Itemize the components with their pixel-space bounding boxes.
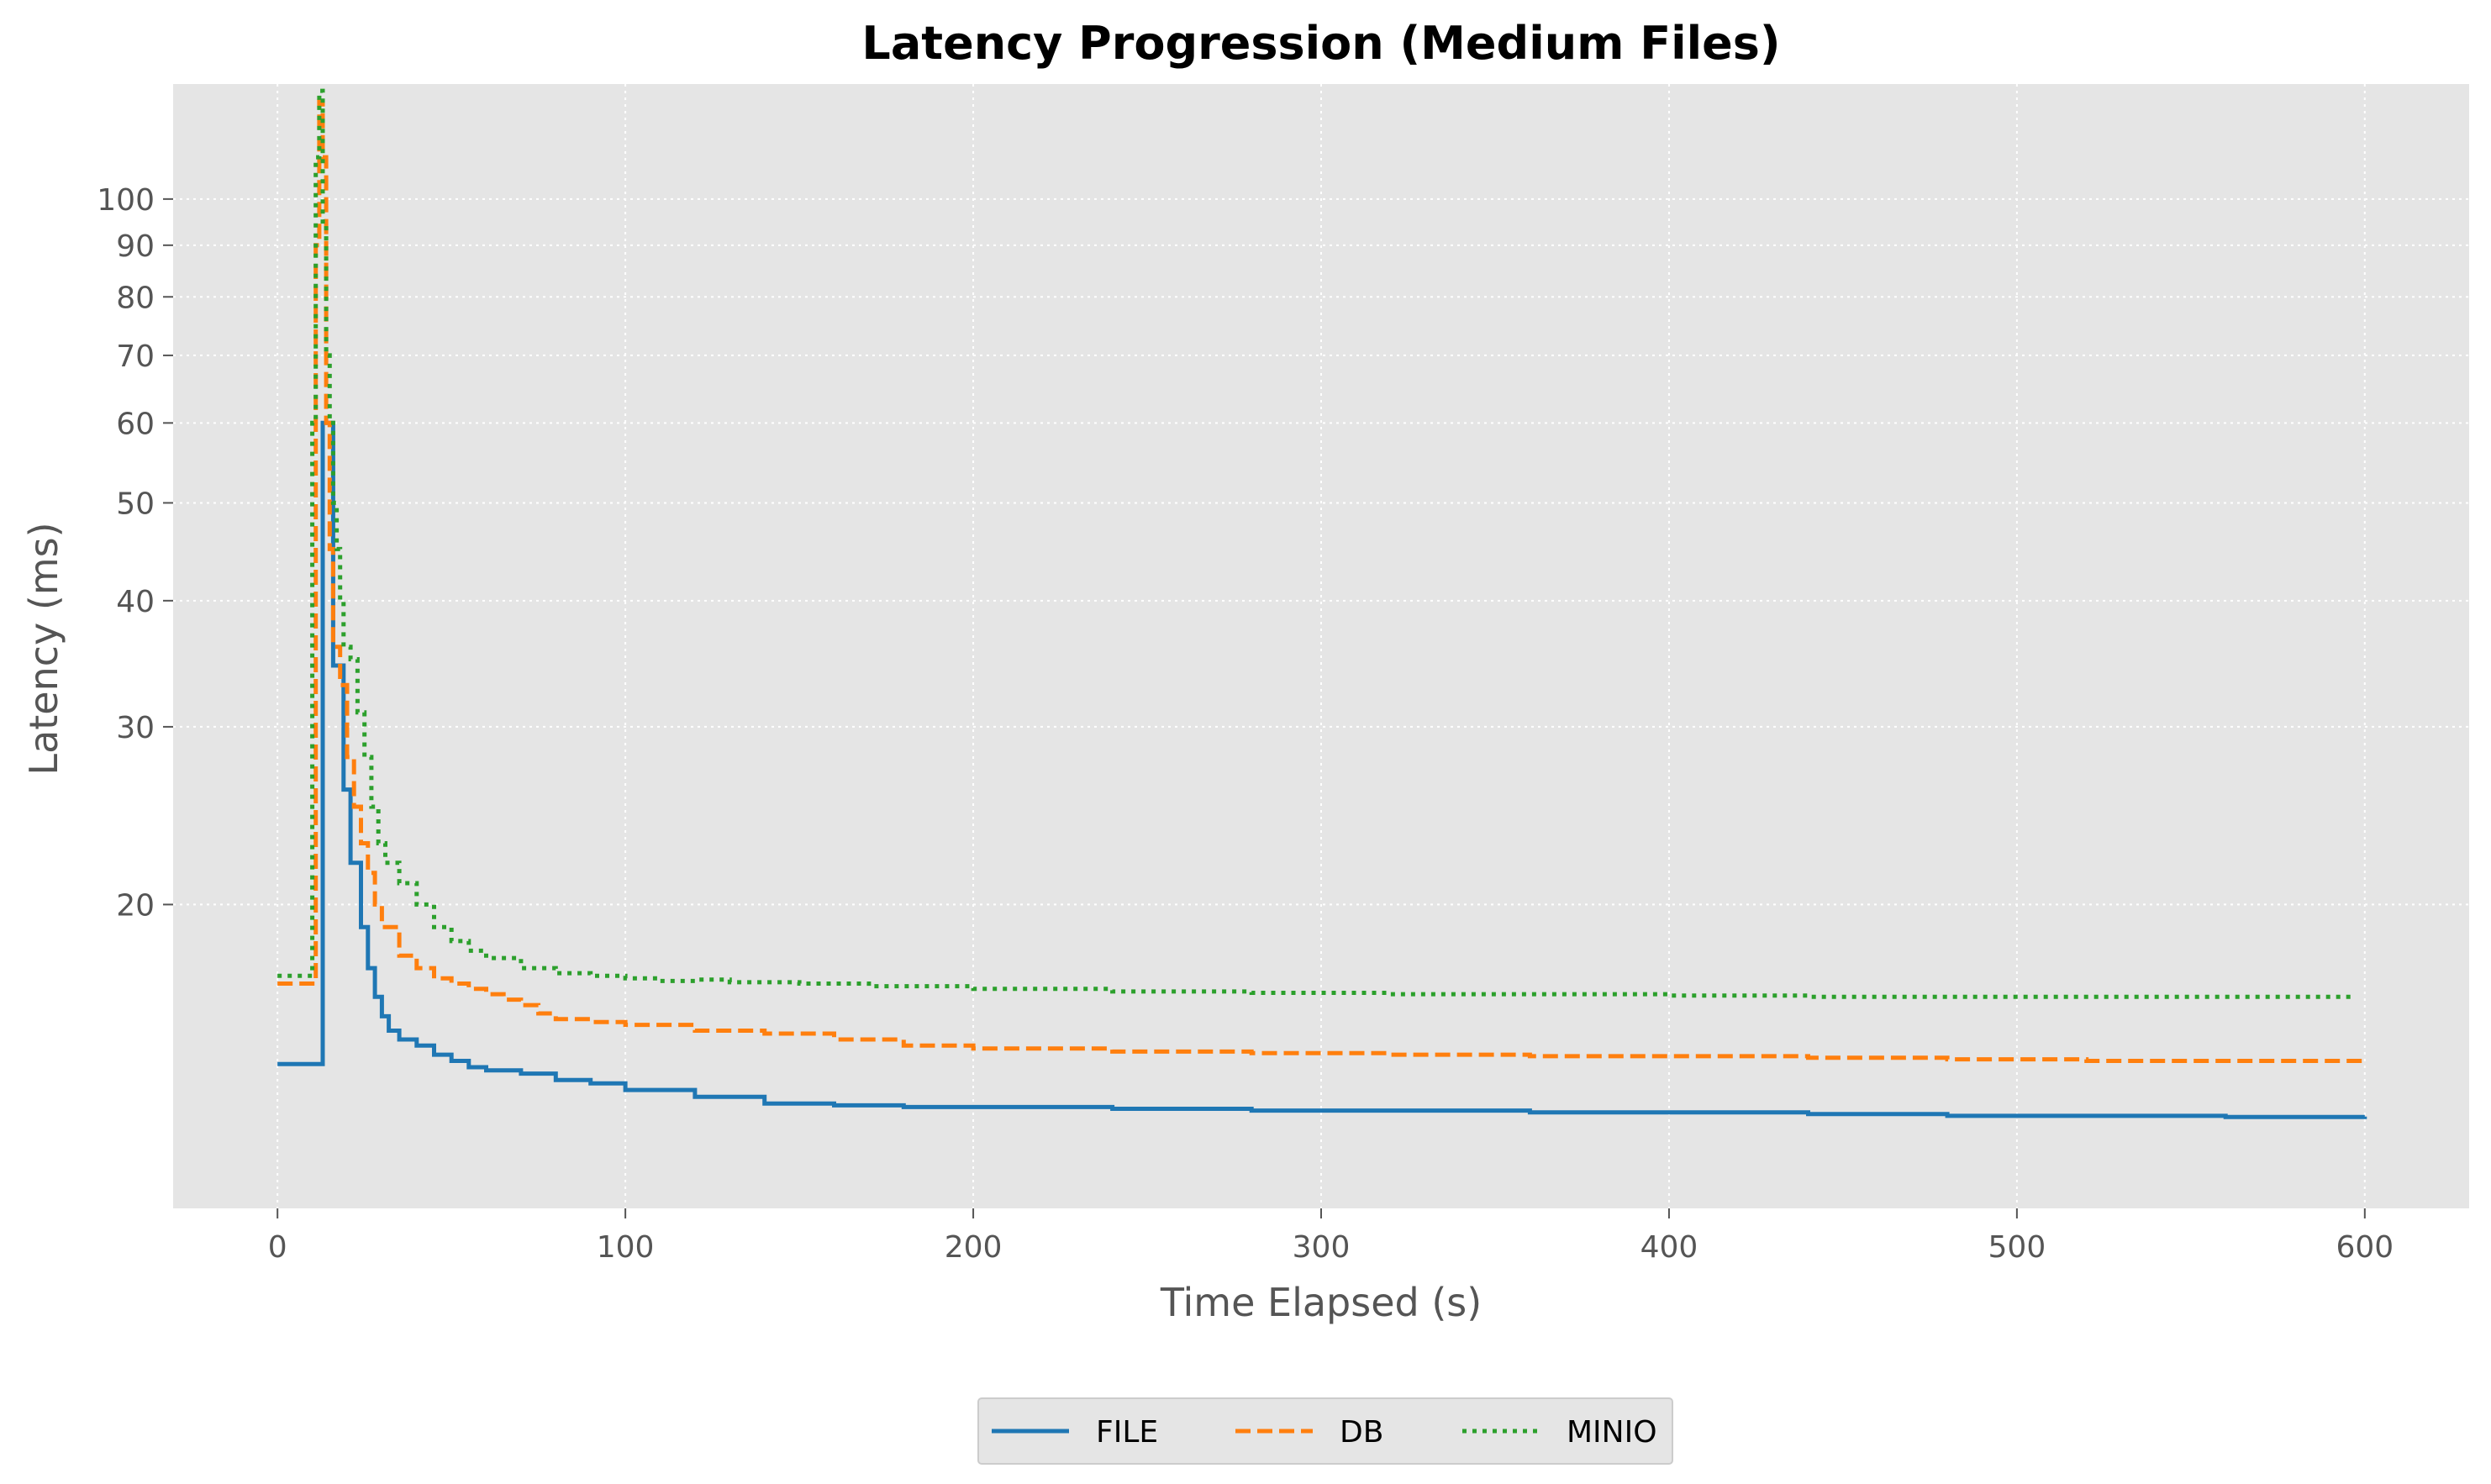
y-tick-label: 100 (97, 183, 155, 218)
x-tick-label: 600 (2336, 1230, 2394, 1265)
legend-label-file: FILE (1096, 1415, 1158, 1450)
y-tick-label: 40 (116, 585, 155, 619)
x-tick-label: 500 (1988, 1230, 2046, 1265)
y-tick-label: 50 (116, 487, 155, 521)
series-line-minio (277, 88, 2355, 999)
x-tick-label: 200 (945, 1230, 1003, 1265)
y-tick-label: 90 (116, 229, 155, 264)
y-tick-label: 70 (116, 339, 155, 374)
x-tick-label: 0 (268, 1230, 287, 1265)
axes: 0 100 200 300 400 500 600 20 30 40 50 60 70 80 90 100 (97, 183, 2394, 1265)
y-axis-label: Latency (ms) (21, 522, 66, 775)
chart-title: Latency Progression (Medium Files) (861, 17, 1780, 70)
series-lines (277, 88, 2367, 1119)
legend-box (977, 1397, 1673, 1465)
y-tick-label: 80 (116, 281, 155, 315)
legend-label-minio: MINIO (1567, 1415, 1657, 1450)
y-tick-label: 60 (116, 407, 155, 441)
legend-label-db: DB (1340, 1415, 1383, 1450)
series-line-db (277, 99, 2365, 1063)
x-tick-label: 300 (1293, 1230, 1351, 1265)
y-tick-label: 30 (116, 711, 155, 745)
x-axis-label: Time Elapsed (s) (1160, 1280, 1482, 1325)
x-tick-label: 100 (597, 1230, 655, 1265)
legend: FILE DB MINIO (977, 1397, 1673, 1465)
x-tick-label: 400 (1640, 1230, 1698, 1265)
series-line-file (277, 420, 2367, 1119)
y-tick-label: 20 (116, 888, 155, 923)
